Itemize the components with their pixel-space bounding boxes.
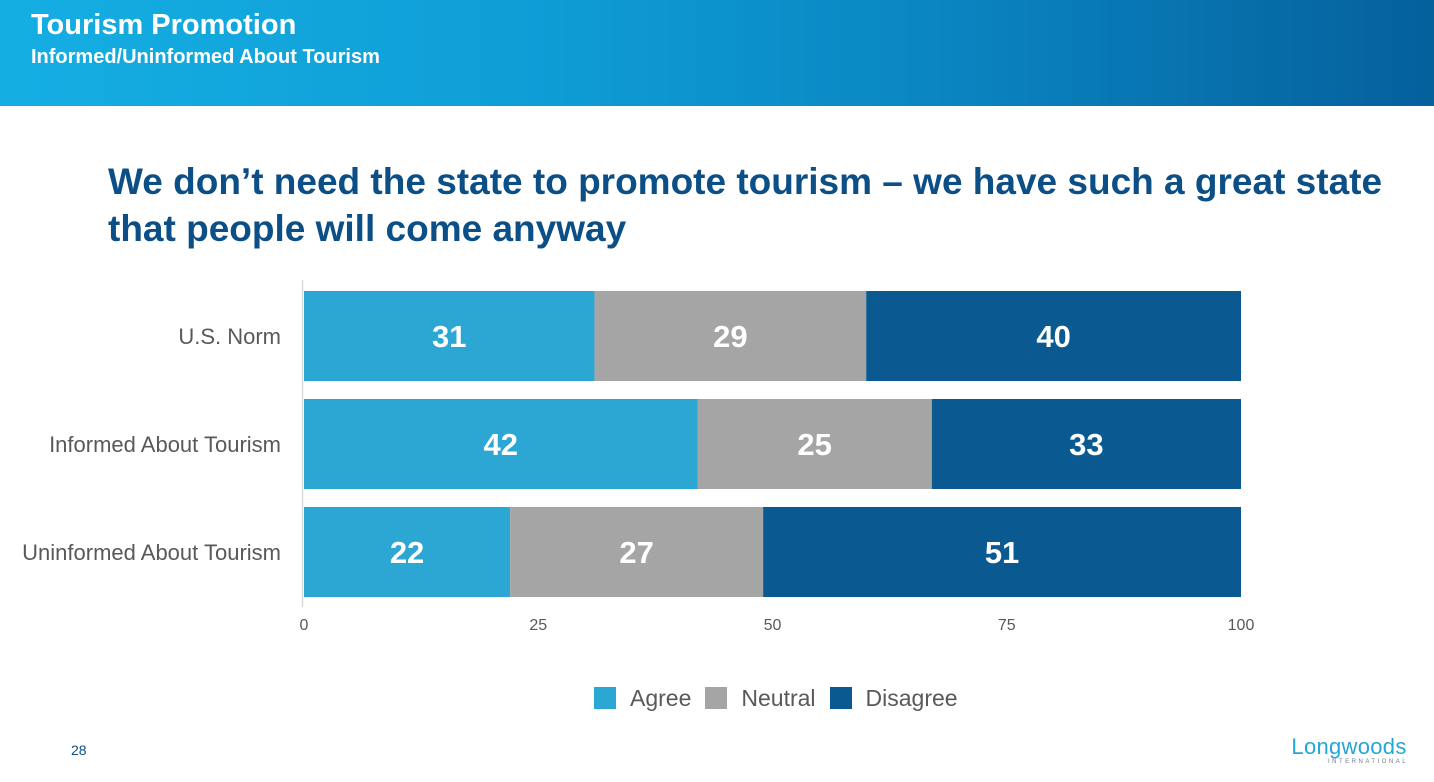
header-title: Tourism Promotion	[31, 9, 297, 41]
x-tick-label-100: 100	[1228, 617, 1255, 634]
data-label-disagree-uninformed-about-tourism: 51	[985, 535, 1019, 570]
bar-neutral-informed-about-tourism	[697, 399, 932, 489]
legend-swatch-neutral	[705, 687, 728, 709]
page-number: 28	[71, 742, 87, 758]
data-label-neutral-informed-about-tourism: 25	[797, 427, 831, 462]
data-label-agree-uninformed-about-tourism: 22	[390, 535, 424, 570]
logo-tagline: INTERNATIONAL	[1328, 759, 1409, 765]
legend-swatch-agree	[594, 687, 616, 709]
bar-agree-uninformed-about-tourism	[304, 507, 511, 597]
legend-label-neutral: Neutral	[741, 684, 816, 711]
chart-legend: Agree Neutral Disagree	[594, 683, 972, 713]
logo-wordmark: Longwoods	[1291, 734, 1407, 759]
x-tick-label-25: 25	[529, 617, 547, 634]
bar-disagree-u-s-norm	[866, 291, 1241, 381]
bar-agree-u-s-norm	[304, 291, 595, 381]
x-tick-label-0: 0	[300, 617, 309, 634]
stacked-bar-chart: U.S. Norm 31 29 40 Informed About Tourism 42 2…	[22, 280, 1255, 634]
data-label-neutral-uninformed-about-tourism: 27	[619, 535, 653, 570]
x-tick-label-50: 50	[764, 617, 782, 634]
bar-agree-informed-about-tourism	[304, 399, 698, 489]
legend-swatch-disagree	[829, 687, 852, 709]
legend-item-neutral: Neutral	[705, 684, 816, 712]
legend-item-agree: Agree	[594, 685, 691, 712]
bar-neutral-u-s-norm	[594, 291, 867, 381]
legend-label-disagree: Disagree	[865, 684, 958, 711]
slide-title: We don’t need the state to promote touri…	[108, 161, 1383, 249]
legend-item-disagree: Disagree	[829, 684, 958, 712]
data-label-agree-u-s-norm: 31	[432, 319, 466, 354]
header-banner: Tourism Promotion Informed/Uninformed Ab…	[0, 0, 1434, 106]
bar-neutral-uninformed-about-tourism	[510, 507, 764, 597]
category-label-uninformed-about-tourism: Uninformed About Tourism	[22, 540, 281, 565]
bar-disagree-informed-about-tourism	[931, 399, 1241, 489]
legend-label-agree: Agree	[630, 684, 692, 711]
data-label-disagree-u-s-norm: 40	[1036, 319, 1070, 354]
data-label-disagree-informed-about-tourism: 33	[1069, 427, 1103, 462]
category-label-u-s-norm: U.S. Norm	[178, 324, 281, 349]
data-label-agree-informed-about-tourism: 42	[484, 427, 518, 462]
bar-disagree-uninformed-about-tourism	[763, 507, 1241, 597]
header-subtitle: Informed/Uninformed About Tourism	[31, 46, 380, 68]
longwoods-logo: Longwoods INTERNATIONAL	[1290, 736, 1408, 766]
x-tick-label-75: 75	[998, 617, 1016, 634]
data-label-neutral-u-s-norm: 29	[713, 319, 747, 354]
category-label-informed-about-tourism: Informed About Tourism	[49, 432, 281, 457]
